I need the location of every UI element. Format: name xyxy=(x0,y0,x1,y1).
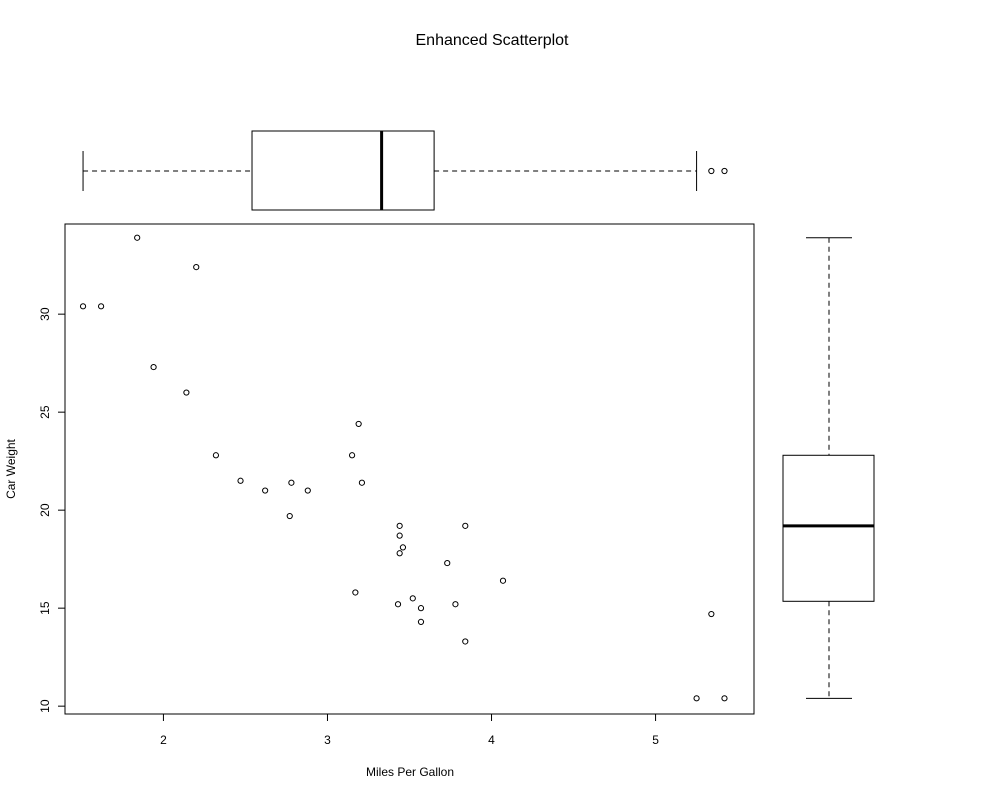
y-box-iqr xyxy=(782,454,875,602)
scatter-point xyxy=(396,550,403,557)
scatter-point xyxy=(355,420,362,428)
scatter-point xyxy=(462,638,469,645)
x-tick-label: 4 xyxy=(488,733,495,747)
scatter-point xyxy=(358,479,366,486)
x-tick-label: 2 xyxy=(160,733,167,747)
scatter-point xyxy=(262,487,269,494)
x-box-outlier xyxy=(721,167,728,175)
scatter-point xyxy=(721,695,728,702)
y-tick-label: 30 xyxy=(38,307,52,321)
scatter-point xyxy=(183,389,190,396)
scatter-point xyxy=(394,601,402,608)
scatter-point xyxy=(212,452,220,459)
scatter-point xyxy=(352,589,359,596)
x-axis: 2 3 4 5 xyxy=(160,714,659,747)
y-tick-label: 15 xyxy=(38,601,52,615)
scatter-point xyxy=(348,452,356,459)
scatter-point xyxy=(286,512,293,520)
scatter-point xyxy=(134,234,141,241)
scatter-points xyxy=(79,234,728,702)
scatter-point xyxy=(193,264,200,271)
y-tick-label: 10 xyxy=(38,699,52,713)
x-tick-label: 5 xyxy=(652,733,659,747)
scatter-point xyxy=(79,303,87,310)
scatter-point xyxy=(288,479,295,486)
scatter-point xyxy=(444,559,451,567)
x-tick-label: 3 xyxy=(324,733,331,747)
x-box-outlier xyxy=(708,167,715,175)
scatter-point xyxy=(399,544,407,551)
scatter-point xyxy=(708,610,715,618)
scatter-point xyxy=(452,601,459,608)
scatter-point xyxy=(417,618,425,625)
plot-frame xyxy=(64,223,755,715)
scatter-point xyxy=(237,477,244,484)
scatter-point xyxy=(499,577,507,584)
scatter-point xyxy=(417,605,425,612)
scatter-point xyxy=(693,695,700,702)
y-axis: 10 15 20 25 30 xyxy=(38,307,65,713)
y-tick-label: 25 xyxy=(38,405,52,419)
y-boxplot xyxy=(782,237,875,699)
y-tick-label: 20 xyxy=(38,503,52,517)
chart-title: Enhanced Scatterplot xyxy=(416,32,570,49)
y-axis-label: Car Weight xyxy=(4,438,18,498)
scatter-point xyxy=(396,522,403,529)
x-box-iqr xyxy=(251,130,435,211)
x-axis-label: Miles Per Gallon xyxy=(366,765,454,779)
scatter-point xyxy=(409,595,416,602)
scatter-point xyxy=(304,487,311,494)
scatter-point xyxy=(97,303,105,310)
scatter-point xyxy=(462,522,469,529)
scatter-point xyxy=(396,532,403,539)
scatter-point xyxy=(150,363,157,371)
x-boxplot xyxy=(82,130,728,211)
